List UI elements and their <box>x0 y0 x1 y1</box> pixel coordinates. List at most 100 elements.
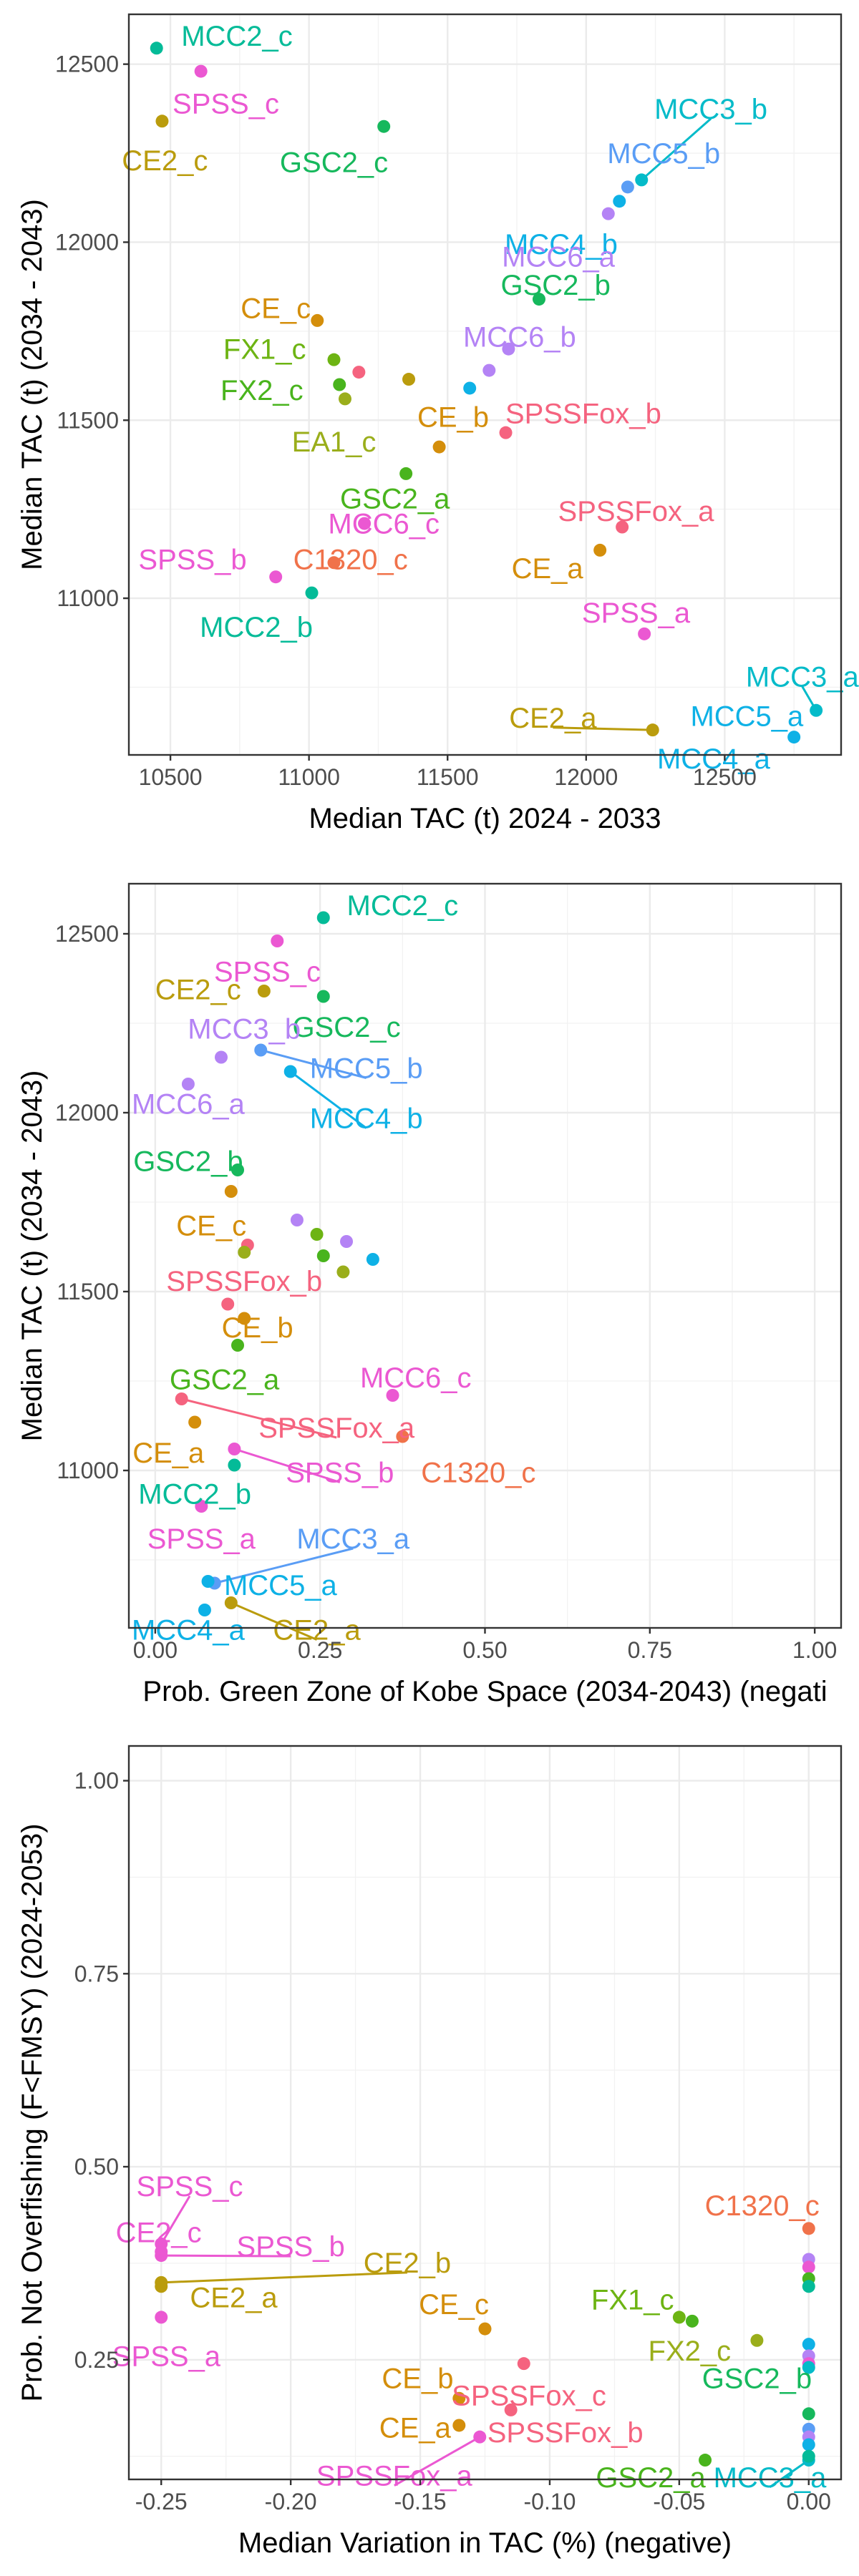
point-SPSSFox_c <box>517 2357 530 2371</box>
leader-CE2_b <box>161 2271 408 2284</box>
label-MCC2_b: MCC2_b <box>138 1479 251 1511</box>
label-MCC4_a: MCC4_a <box>132 1615 246 1646</box>
x-tick-label: 0.25 <box>298 1637 342 1663</box>
label-C1320_c: C1320_c <box>705 2190 820 2222</box>
point-MCC4_b <box>283 1065 297 1078</box>
point-MCC5_a <box>787 731 801 744</box>
label-MCC2_c: MCC2_c <box>347 890 459 922</box>
label-MCC5_a: MCC5_a <box>224 1570 338 1601</box>
x-tick-label: 1.00 <box>792 1637 837 1663</box>
x-tick-label: 0.00 <box>787 2489 831 2514</box>
point-CE2_c <box>257 985 271 997</box>
point-MCC5_a <box>201 1575 215 1588</box>
point-SPSS_b <box>269 570 283 584</box>
point-MCC2_b <box>228 1458 241 1472</box>
label-CE_c: CE_c <box>241 293 311 325</box>
point-MCC6_a <box>601 207 615 220</box>
label-C1320_c: C1320_c <box>421 1458 535 1489</box>
x-tick-label: 12500 <box>693 764 757 790</box>
point-MCC2_c <box>150 42 163 55</box>
y-tick-label: 11000 <box>57 1458 119 1483</box>
label-MCC5_b: MCC5_b <box>607 138 720 170</box>
point-CE2_a <box>224 1596 238 1609</box>
label-EA1_c: EA1_c <box>292 426 377 458</box>
label-CE_a: CE_a <box>512 553 584 585</box>
label-MCC5_a: MCC5_a <box>690 701 804 732</box>
point-SPSSFox_a <box>473 2430 487 2444</box>
scatter-panel-3: SPSS_c CE2_c SPSS_b CE2_b CE2_a SPSS_a C1320_c… <box>16 1745 843 2559</box>
point-z5 <box>802 2338 815 2351</box>
label-GSC2_b: GSC2_b <box>133 1146 243 1178</box>
point-GSC2_a <box>399 467 413 480</box>
label-CE2_a: CE2_a <box>273 1615 361 1646</box>
point-GSC2_b <box>802 2407 815 2421</box>
point-x1 <box>290 1214 304 1226</box>
label-MCC4_a: MCC4_a <box>657 743 771 775</box>
label-CE_b: CE_b <box>222 1312 293 1344</box>
leader-SPSS_b <box>161 2254 291 2258</box>
point-x1 <box>352 366 366 379</box>
point-MCC6_a <box>181 1078 195 1091</box>
label-GSC2_a: GSC2_a <box>596 2462 706 2494</box>
y-tick-label: 12000 <box>55 1100 119 1126</box>
label-SPSS_a: SPSS_a <box>582 597 691 629</box>
point-CE_b <box>452 2391 466 2405</box>
point-C1320_c <box>802 2222 815 2235</box>
label-GSC2_b: GSC2_b <box>702 2363 812 2395</box>
y-tick-label: 12500 <box>55 52 119 77</box>
y-tick-label: 11500 <box>57 407 119 433</box>
x-tick-label: -0.05 <box>653 2489 705 2514</box>
y-tick-label: 11000 <box>57 585 119 611</box>
point-SPSSFox_a <box>616 520 629 534</box>
x-tick-label: 0.00 <box>133 1637 178 1663</box>
point-MCC3_a <box>810 703 823 717</box>
label-MCC2_b: MCC2_b <box>200 612 313 643</box>
label-GSC2_c: GSC2_c <box>280 147 388 179</box>
y-axis-title: Median TAC (t) (2034 - 2043) <box>16 199 48 570</box>
label-CE2_c: CE2_c <box>116 2218 202 2249</box>
point-MCC6_c <box>358 517 372 530</box>
point-GSC2_b <box>231 1163 245 1176</box>
point-MCC2_c <box>316 911 330 924</box>
label-MCC2_c: MCC2_c <box>181 21 293 52</box>
label-CE_b: CE_b <box>382 2363 453 2395</box>
point-FX1_c <box>327 353 341 366</box>
y-tick-label: 11500 <box>57 1279 119 1304</box>
x-tick-label: -0.15 <box>394 2489 447 2514</box>
point-MCC4_a <box>198 1604 211 1616</box>
x-tick-label: -0.25 <box>135 2489 188 2514</box>
point-SPSS_c <box>271 935 284 947</box>
point-GSC2_a <box>699 2454 712 2467</box>
label-CE_b: CE_b <box>417 401 489 433</box>
x-tick-label: 12000 <box>554 764 618 790</box>
point-x4 <box>463 381 477 395</box>
label-FX1_c: FX1_c <box>223 334 306 366</box>
label-SPSSFox_a: SPSSFox_a <box>558 496 715 527</box>
point-x3 <box>340 1235 354 1248</box>
label-CE2_a: CE2_a <box>190 2282 278 2313</box>
leader-MCC3_b <box>641 117 712 181</box>
label-MCC3_a: MCC3_a <box>714 2462 828 2494</box>
point-CE2_a <box>155 2280 168 2293</box>
point-FX2_c <box>750 2333 764 2347</box>
x-tick-label: 11000 <box>278 764 340 790</box>
data-points <box>175 911 409 1616</box>
label-CE_c: CE_c <box>176 1211 246 1242</box>
leader-SPSS_c <box>160 2195 191 2245</box>
y-tick-label: 1.00 <box>74 1768 119 1794</box>
label-MCC6_a: MCC6_a <box>132 1089 246 1121</box>
point-x2 <box>310 1228 324 1241</box>
point-z2 <box>802 2260 815 2274</box>
label-CE2_b: CE2_b <box>364 2248 451 2279</box>
point-CE_b <box>432 440 446 454</box>
data-points <box>150 42 823 744</box>
label-SPSSFox_c: SPSSFox_c <box>452 2380 606 2411</box>
label-CE2_a: CE2_a <box>509 703 597 734</box>
point-CE_a <box>188 1415 202 1429</box>
point-FX1_c <box>672 2311 686 2324</box>
point-GSC2_a <box>231 1339 245 1352</box>
point-x6 <box>316 1249 330 1262</box>
label-GSC2_c: GSC2_c <box>292 1012 400 1043</box>
